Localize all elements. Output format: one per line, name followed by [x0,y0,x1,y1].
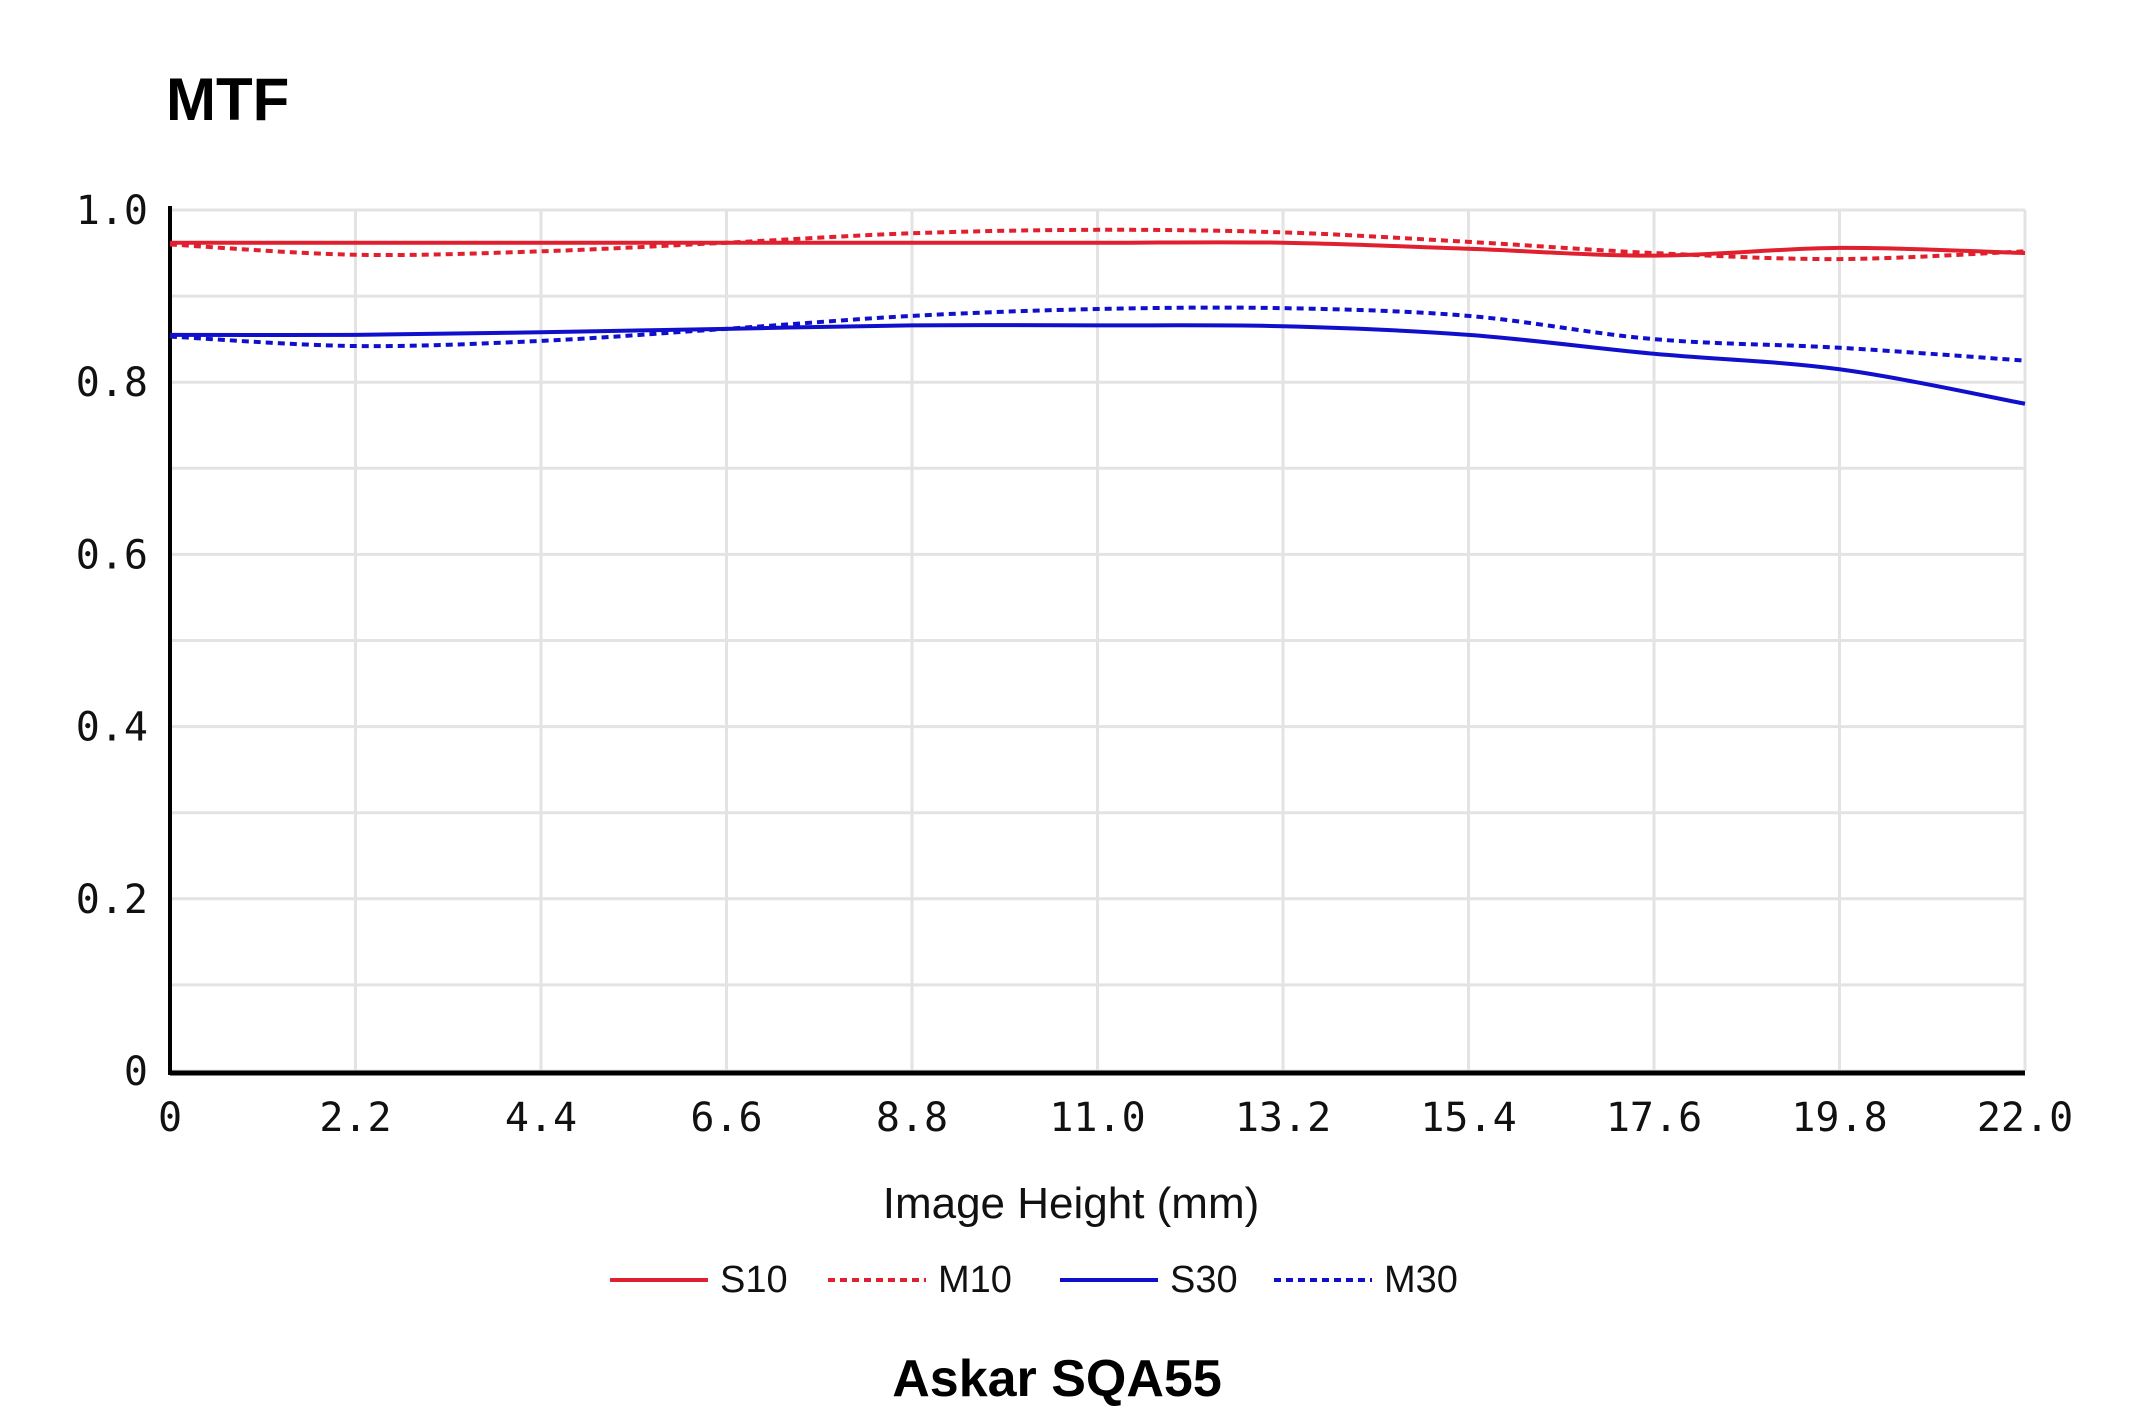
y-tick-label: 0 [124,1049,148,1095]
legend: S10 M10 S30 M30 [610,1259,1458,1301]
x-tick-label: 0 [158,1095,182,1141]
x-tick-label: 13.2 [1235,1095,1331,1141]
y-tick-label: 0.8 [76,360,148,406]
legend-label: S10 [720,1259,788,1301]
legend-item-m30: M30 [1274,1259,1458,1301]
series-lines [169,227,2026,406]
x-tick-label: 8.8 [876,1095,948,1141]
x-tick-label: 19.8 [1791,1095,1887,1141]
series-line-m30 [169,305,2026,363]
legend-label: S30 [1170,1259,1238,1301]
y-tick-label: 0.4 [76,705,148,751]
x-axis-title: Image Height (mm) [883,1179,1260,1228]
y-tick-label: 0.6 [76,532,148,578]
y-tick-label: 0.2 [76,877,148,923]
x-tick-label: 11.0 [1049,1095,1145,1141]
y-tick-label: 1.0 [76,188,148,234]
series-line-s30 [169,323,2026,406]
x-tick-label: 2.2 [319,1095,391,1141]
legend-item-s10: S10 [610,1259,788,1301]
series-line-m10 [169,227,2026,262]
x-tick-label: 4.4 [505,1095,577,1141]
chart-title: MTF [166,66,289,133]
legend-item-s30: S30 [1060,1259,1238,1301]
x-tick-label: 15.4 [1420,1095,1516,1141]
x-tick-label: 22.0 [1977,1095,2073,1141]
x-tick-label: 17.6 [1606,1095,1702,1141]
tick-labels: 0 2.2 4.4 6.6 8.8 11.0 13.2 15.4 17.6 19.8 22.0 0 0.… [76,188,2073,1141]
x-tick-label: 6.6 [690,1095,762,1141]
legend-label: M30 [1384,1259,1458,1301]
legend-item-m10: M10 [828,1259,1012,1301]
grid [168,208,2027,1073]
axes [168,206,2025,1076]
legend-label: M10 [938,1259,1012,1301]
chart-caption: Askar SQA55 [892,1350,1222,1408]
